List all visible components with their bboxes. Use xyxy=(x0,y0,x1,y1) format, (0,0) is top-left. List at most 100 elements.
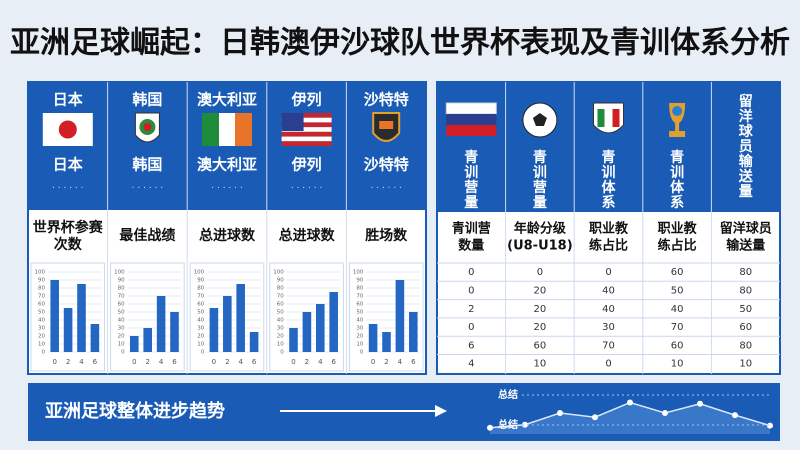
bar xyxy=(249,332,259,352)
flag xyxy=(202,113,219,146)
metric-label: 总进球数 xyxy=(199,227,256,244)
vertical-label: 青训体系 xyxy=(602,149,617,211)
y-tick-label: 80 xyxy=(38,286,45,292)
y-tick-label: 90 xyxy=(118,278,125,284)
emblem-mark xyxy=(379,121,394,129)
x-tick-label: 0 xyxy=(212,358,216,366)
y-tick-label: 90 xyxy=(38,278,45,284)
metric-label: 胜场数 xyxy=(365,227,408,244)
cell: 60 xyxy=(534,340,547,351)
y-tick-label: 70 xyxy=(197,294,204,300)
bar xyxy=(409,312,418,352)
dots: · · · · · · xyxy=(52,184,83,194)
country-name: 沙特特 xyxy=(364,156,409,174)
y-tick-label: 50 xyxy=(197,310,204,316)
x-tick-label: 4 xyxy=(79,358,84,366)
flag xyxy=(446,125,497,136)
vertical-label: 青训营量 xyxy=(533,149,547,211)
cell: 60 xyxy=(671,340,684,351)
vertical-label: 青训营量 xyxy=(464,149,478,211)
bar xyxy=(368,324,378,352)
y-tick-label: 0 xyxy=(201,350,205,356)
cell: 4 xyxy=(468,359,474,370)
y-tick-label: 60 xyxy=(118,302,125,308)
cell: 80 xyxy=(739,340,752,351)
cell: 60 xyxy=(739,322,752,333)
trend-point xyxy=(732,412,738,419)
trophy-globe xyxy=(672,106,683,116)
y-tick-label: 30 xyxy=(197,326,204,332)
cell: 0 xyxy=(605,359,611,370)
trend-point xyxy=(627,399,633,406)
cell: 0 xyxy=(537,267,543,278)
metric-label: 总进球数 xyxy=(279,227,336,244)
bar xyxy=(395,280,405,352)
trend-label: 总结 xyxy=(498,388,518,401)
flag-stripe xyxy=(281,131,332,137)
country-name: 伊列 xyxy=(291,156,322,174)
column-header: 练占比 xyxy=(658,238,697,254)
y-tick-label: 20 xyxy=(118,334,125,340)
y-tick-label: 60 xyxy=(197,302,204,308)
cell: 20 xyxy=(534,322,547,333)
y-tick-label: 10 xyxy=(118,342,125,348)
y-tick-label: 100 xyxy=(35,270,46,276)
banner-text: 亚洲足球整体进步趋势 xyxy=(45,400,225,422)
metric-label: 次数 xyxy=(54,236,83,253)
y-tick-label: 20 xyxy=(356,334,363,340)
flag-canton xyxy=(281,113,304,131)
shield-g xyxy=(597,109,605,127)
column-header: 输送量 xyxy=(726,238,765,254)
x-tick-label: 6 xyxy=(331,358,336,366)
y-tick-label: 30 xyxy=(38,326,45,332)
metric-label: 最佳战绩 xyxy=(119,227,175,244)
y-tick-label: 70 xyxy=(277,294,284,300)
dots: · · · · · · xyxy=(370,184,401,194)
y-tick-label: 100 xyxy=(273,270,284,276)
x-tick-label: 0 xyxy=(52,358,56,366)
bar xyxy=(223,296,232,352)
y-tick-label: 70 xyxy=(118,294,125,300)
dots: · · · · · · xyxy=(211,184,242,194)
bar xyxy=(302,312,312,352)
column-header: 留洋球员 xyxy=(720,221,772,237)
bar xyxy=(143,328,152,352)
country-name: 日本 xyxy=(53,91,83,109)
y-tick-label: 40 xyxy=(118,318,125,324)
x-tick-label: 4 xyxy=(159,358,164,366)
y-tick-label: 40 xyxy=(197,318,204,324)
y-tick-label: 80 xyxy=(277,286,284,292)
flag-sun xyxy=(58,120,77,139)
dots: · · · · · · xyxy=(291,184,322,194)
x-tick-label: 6 xyxy=(411,358,416,366)
y-tick-label: 20 xyxy=(197,334,204,340)
x-tick-label: 4 xyxy=(398,358,403,366)
metric-label: 世界杯参赛 xyxy=(33,219,104,236)
y-tick-label: 0 xyxy=(360,350,364,356)
x-tick-label: 2 xyxy=(145,358,149,366)
chart-frame xyxy=(110,262,185,372)
cell: 0 xyxy=(468,285,474,296)
cell: 30 xyxy=(602,322,615,333)
cell: 50 xyxy=(739,304,752,315)
column-header: 职业教 xyxy=(589,221,629,237)
x-tick-label: 0 xyxy=(132,358,136,366)
trend-point xyxy=(487,424,493,431)
bar xyxy=(382,332,391,352)
y-tick-label: 0 xyxy=(280,350,284,356)
y-tick-label: 90 xyxy=(356,278,363,284)
y-tick-label: 50 xyxy=(356,310,363,316)
country-name: 沙特特 xyxy=(364,91,409,109)
cell: 2 xyxy=(468,304,474,315)
flag xyxy=(219,113,235,146)
cell: 60 xyxy=(671,267,684,278)
country-name: 伊列 xyxy=(291,91,322,109)
vertical-label: 青训体系 xyxy=(670,149,685,211)
cell: 0 xyxy=(605,267,611,278)
x-tick-label: 6 xyxy=(252,358,257,366)
x-tick-label: 2 xyxy=(305,358,309,366)
column-header: 年龄分级 xyxy=(514,221,567,237)
trend-point xyxy=(662,410,668,416)
trend-area xyxy=(490,402,770,434)
cell: 70 xyxy=(602,340,615,351)
